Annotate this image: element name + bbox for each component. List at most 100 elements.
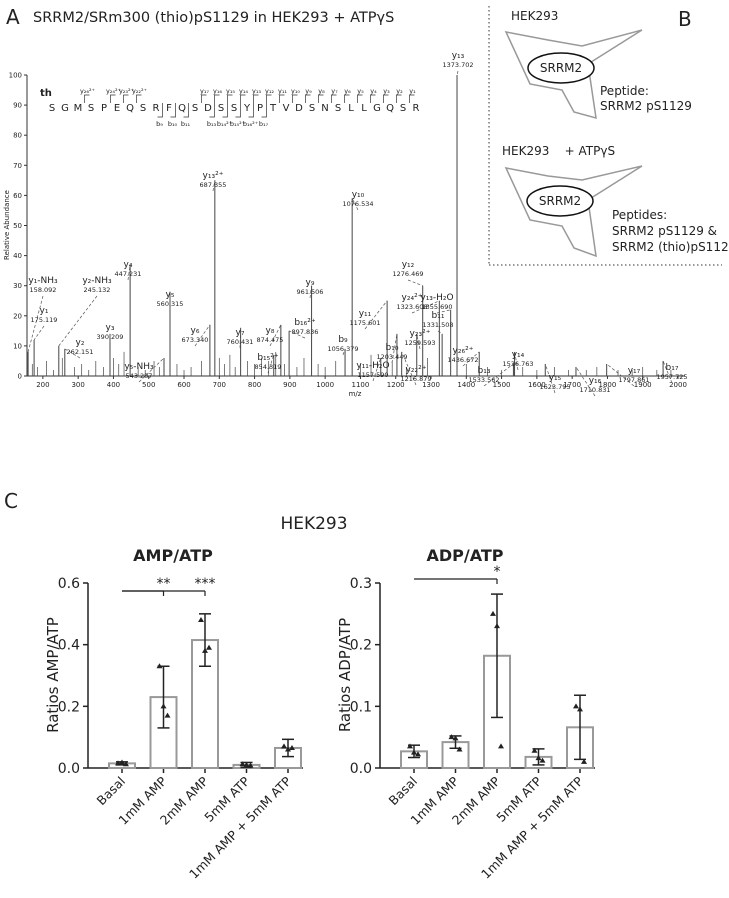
- data-point: [452, 735, 459, 741]
- mz-label: 1259.593: [404, 339, 435, 347]
- leader-line: [138, 357, 165, 383]
- section-title: HEK293: [280, 514, 347, 534]
- y-ion-bracket: [318, 94, 324, 103]
- y-ion-bracket: [396, 94, 402, 103]
- b-ion-label: b₁₄²⁺: [217, 120, 232, 128]
- x-tick-label: 1400: [457, 381, 475, 389]
- mz-label: 1203.449: [376, 353, 407, 361]
- residue: S: [88, 103, 94, 114]
- b-ion-bracket: [248, 103, 254, 118]
- ion-label: y₂₆²⁺: [453, 346, 474, 356]
- diagram-label: SRRM2 pS1129 &: [612, 224, 717, 238]
- residue: P: [101, 103, 107, 114]
- data-point: [531, 747, 538, 753]
- residue: D: [295, 103, 303, 114]
- leader-line: [544, 363, 556, 394]
- y-tick-label: 30: [13, 282, 22, 290]
- ion-label: b₁₃: [478, 366, 491, 376]
- y-ion-bracket: [266, 94, 272, 103]
- data-point: [243, 761, 250, 767]
- y-tick-label: 50: [13, 222, 22, 230]
- mz-label: 687.355: [200, 181, 227, 189]
- ion-label: y₇: [236, 328, 245, 338]
- ion-label: y₂-NH₃: [82, 276, 112, 286]
- mz-label: 1957.725: [656, 373, 687, 381]
- leader-line: [514, 351, 519, 371]
- x-tick-label: 1900: [634, 381, 652, 389]
- mz-label: 673.340: [182, 336, 209, 344]
- y-tick-label: 20: [13, 312, 22, 320]
- y-ion-label: y₁₁: [278, 87, 287, 95]
- x-tick-label: 900: [283, 381, 296, 389]
- y-ion-label: y₁₃: [252, 87, 261, 95]
- y-ion-bracket: [84, 94, 90, 103]
- ion-label: y₁₃²⁺: [203, 171, 224, 181]
- data-point: [202, 647, 208, 653]
- y-ion-bracket: [409, 94, 415, 103]
- data-point: [281, 743, 287, 749]
- b-ion-label: b₁₇: [259, 120, 269, 128]
- b-ion-label: b₁₀: [168, 120, 178, 128]
- y-tick-label: 0.4: [58, 638, 80, 654]
- ion-label: b₁₅²⁺: [257, 353, 279, 363]
- cell-outline: [504, 29, 643, 120]
- leader-line: [127, 264, 131, 281]
- data-point: [411, 749, 417, 755]
- mz-label: 1536.763: [502, 360, 533, 368]
- mz-label: 1157.590: [357, 371, 388, 379]
- leader-line: [288, 330, 306, 339]
- ion-label: y₁₆: [589, 376, 602, 386]
- mz-label: 447.231: [115, 270, 142, 278]
- mz-label: 1175.601: [349, 319, 380, 327]
- b-ion-bracket: [157, 103, 163, 118]
- data-point: [156, 663, 163, 669]
- y-ion-bracket: [331, 94, 337, 103]
- residue: Q: [178, 103, 186, 114]
- residue: G: [373, 103, 381, 114]
- mz-label: 1373.702: [442, 61, 473, 69]
- y-ion-bracket: [370, 94, 376, 103]
- y-ion-bracket: [357, 94, 363, 103]
- x-tick-label: 1000: [316, 381, 334, 389]
- leader-line: [483, 363, 514, 387]
- mz-label: 1710.831: [579, 386, 610, 394]
- ion-label: y₁₂: [402, 260, 415, 270]
- mz-label: 874.475: [257, 336, 284, 344]
- data-point: [456, 746, 463, 752]
- x-tick-label: Basal: [94, 774, 129, 809]
- b-ion-bracket: [222, 103, 228, 118]
- y-ion-label: y₈: [318, 87, 325, 95]
- y-tick-label: 0.1: [350, 699, 372, 715]
- data-point: [198, 617, 204, 622]
- mz-label: 1533.562: [468, 376, 499, 384]
- y-tick-label: 0.2: [58, 699, 80, 715]
- ion-label: y₅-NH₃: [124, 362, 154, 372]
- ion-label: b₁₆²⁺: [294, 318, 316, 328]
- y-tick-label: 80: [13, 132, 22, 140]
- y-ion-label: y₂₃²⁺: [119, 87, 134, 95]
- residue: S: [192, 103, 198, 114]
- y-ion-label: y₁₂: [265, 87, 274, 95]
- data-point: [123, 761, 129, 767]
- residue: R: [413, 103, 420, 114]
- mz-label: 1623.795: [539, 383, 570, 391]
- b-ion-bracket: [183, 103, 189, 118]
- mz-label: 560.315: [157, 300, 184, 308]
- mz-label: 1056.379: [327, 345, 358, 353]
- y-axis-label: Ratios ADP/ATP: [336, 618, 354, 732]
- data-point: [160, 703, 167, 709]
- ion-label: y₁₇: [628, 366, 641, 376]
- leader-line: [239, 327, 241, 349]
- x-tick-label: 300: [71, 381, 84, 389]
- leader-line: [58, 295, 98, 347]
- ion-label: b₉: [338, 335, 348, 345]
- data-point: [289, 744, 295, 750]
- b-ion-label: b₉: [156, 120, 163, 128]
- residue: Q: [126, 103, 134, 114]
- residue: Q: [386, 103, 394, 114]
- data-point: [407, 743, 413, 749]
- y-ion-bracket: [136, 94, 142, 103]
- diagram-label: Peptide:: [600, 84, 649, 98]
- leader-line: [416, 333, 421, 350]
